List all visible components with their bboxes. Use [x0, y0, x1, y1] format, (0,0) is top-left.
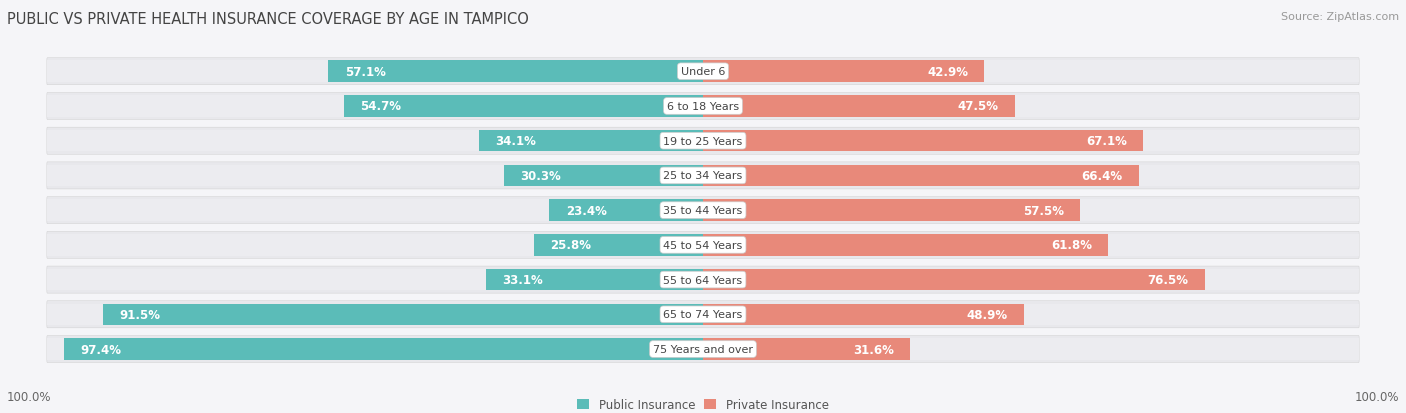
FancyBboxPatch shape	[63, 338, 703, 360]
FancyBboxPatch shape	[46, 336, 1360, 363]
FancyBboxPatch shape	[46, 269, 1360, 291]
FancyBboxPatch shape	[703, 304, 1024, 325]
Text: 54.7%: 54.7%	[360, 100, 402, 113]
FancyBboxPatch shape	[46, 338, 1360, 360]
FancyBboxPatch shape	[46, 266, 1360, 293]
Text: 34.1%: 34.1%	[496, 135, 537, 148]
FancyBboxPatch shape	[46, 232, 1360, 259]
Text: 19 to 25 Years: 19 to 25 Years	[664, 136, 742, 146]
Text: PUBLIC VS PRIVATE HEALTH INSURANCE COVERAGE BY AGE IN TAMPICO: PUBLIC VS PRIVATE HEALTH INSURANCE COVER…	[7, 12, 529, 27]
Text: 67.1%: 67.1%	[1085, 135, 1126, 148]
FancyBboxPatch shape	[46, 165, 1360, 187]
FancyBboxPatch shape	[103, 304, 703, 325]
Text: 35 to 44 Years: 35 to 44 Years	[664, 206, 742, 216]
FancyBboxPatch shape	[479, 131, 703, 152]
Text: 57.5%: 57.5%	[1024, 204, 1064, 217]
Text: 100.0%: 100.0%	[1354, 390, 1399, 403]
FancyBboxPatch shape	[46, 162, 1360, 190]
FancyBboxPatch shape	[534, 235, 703, 256]
Text: 33.1%: 33.1%	[502, 273, 543, 286]
FancyBboxPatch shape	[46, 62, 1360, 83]
Text: 30.3%: 30.3%	[520, 169, 561, 183]
Text: 61.8%: 61.8%	[1052, 239, 1092, 252]
Text: 6 to 18 Years: 6 to 18 Years	[666, 102, 740, 112]
FancyBboxPatch shape	[46, 96, 1360, 117]
Text: 42.9%: 42.9%	[927, 66, 969, 78]
FancyBboxPatch shape	[703, 235, 1108, 256]
FancyBboxPatch shape	[486, 269, 703, 291]
FancyBboxPatch shape	[703, 96, 1015, 117]
FancyBboxPatch shape	[703, 200, 1080, 221]
Text: 31.6%: 31.6%	[853, 343, 894, 356]
FancyBboxPatch shape	[344, 96, 703, 117]
FancyBboxPatch shape	[46, 200, 1360, 221]
Text: 76.5%: 76.5%	[1147, 273, 1188, 286]
Text: 75 Years and over: 75 Years and over	[652, 344, 754, 354]
Text: 47.5%: 47.5%	[957, 100, 998, 113]
FancyBboxPatch shape	[46, 131, 1360, 152]
FancyBboxPatch shape	[46, 93, 1360, 120]
Text: 65 to 74 Years: 65 to 74 Years	[664, 310, 742, 320]
Text: 100.0%: 100.0%	[7, 390, 52, 403]
Text: 45 to 54 Years: 45 to 54 Years	[664, 240, 742, 250]
FancyBboxPatch shape	[46, 128, 1360, 155]
FancyBboxPatch shape	[703, 62, 984, 83]
FancyBboxPatch shape	[46, 301, 1360, 328]
Text: 97.4%: 97.4%	[80, 343, 121, 356]
Text: Source: ZipAtlas.com: Source: ZipAtlas.com	[1281, 12, 1399, 22]
Text: 25.8%: 25.8%	[550, 239, 591, 252]
FancyBboxPatch shape	[703, 338, 910, 360]
FancyBboxPatch shape	[703, 269, 1205, 291]
Text: Under 6: Under 6	[681, 67, 725, 77]
Text: 55 to 64 Years: 55 to 64 Years	[664, 275, 742, 285]
FancyBboxPatch shape	[46, 59, 1360, 85]
FancyBboxPatch shape	[46, 197, 1360, 224]
FancyBboxPatch shape	[703, 165, 1139, 187]
Text: 91.5%: 91.5%	[120, 308, 160, 321]
Text: 57.1%: 57.1%	[344, 66, 385, 78]
FancyBboxPatch shape	[46, 235, 1360, 256]
Legend: Public Insurance, Private Insurance: Public Insurance, Private Insurance	[578, 398, 828, 411]
FancyBboxPatch shape	[703, 131, 1143, 152]
FancyBboxPatch shape	[505, 165, 703, 187]
FancyBboxPatch shape	[550, 200, 703, 221]
FancyBboxPatch shape	[329, 62, 703, 83]
Text: 23.4%: 23.4%	[565, 204, 607, 217]
Text: 48.9%: 48.9%	[966, 308, 1008, 321]
Text: 66.4%: 66.4%	[1081, 169, 1122, 183]
FancyBboxPatch shape	[46, 304, 1360, 325]
Text: 25 to 34 Years: 25 to 34 Years	[664, 171, 742, 181]
